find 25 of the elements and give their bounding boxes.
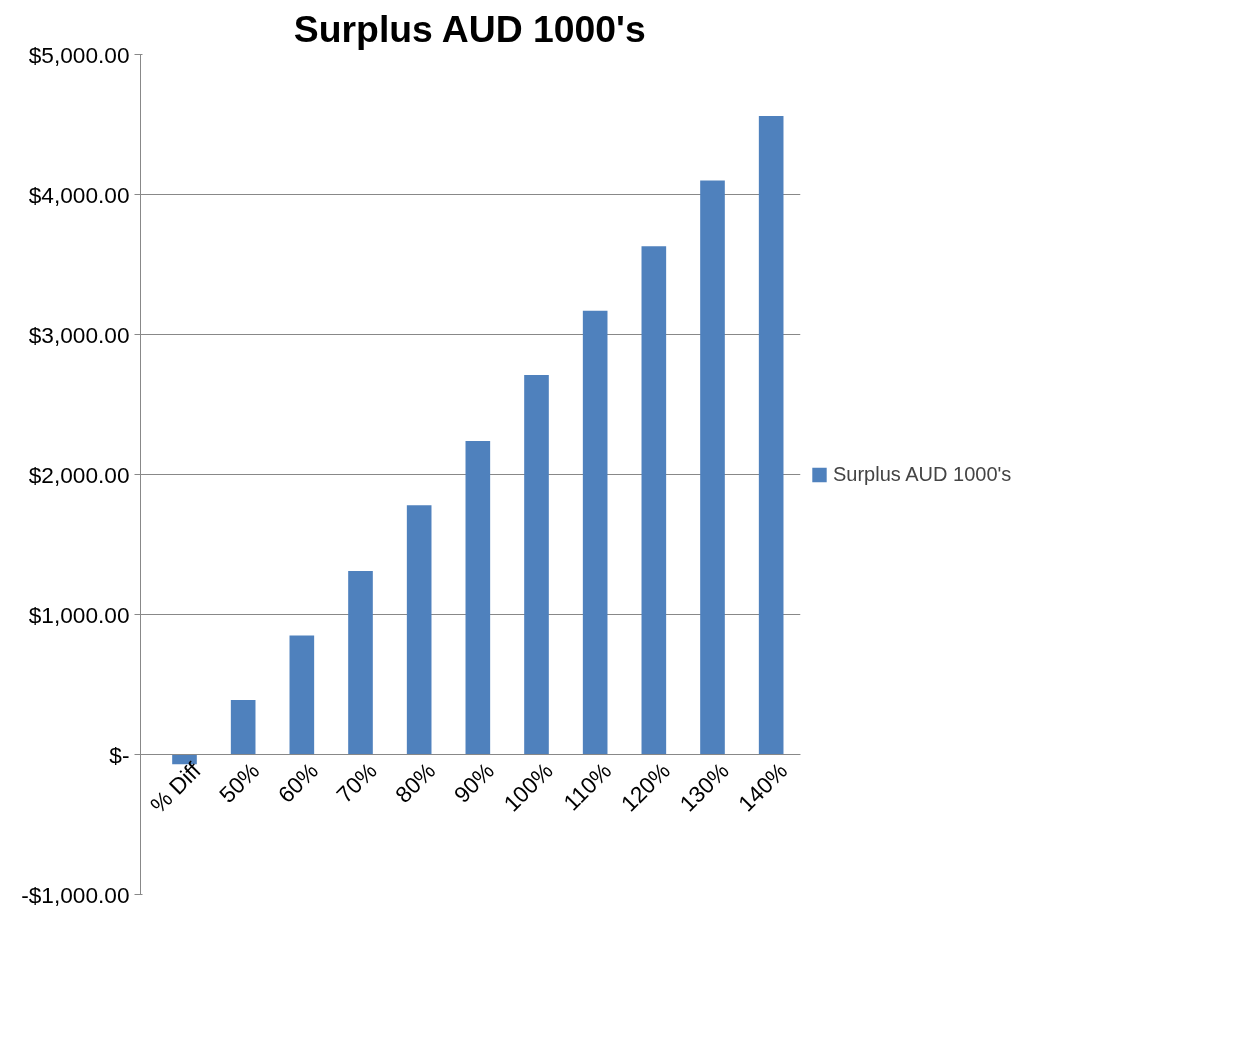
x-tick-label: 90% bbox=[448, 757, 500, 808]
legend-label: Surplus AUD 1000's bbox=[833, 462, 1012, 486]
y-tick-label: -$1,000.00 bbox=[21, 881, 130, 908]
x-tick-label: 80% bbox=[389, 757, 441, 808]
x-tick-label: % Diff bbox=[144, 756, 207, 819]
chart-title: Surplus AUD 1000's bbox=[293, 7, 646, 50]
y-tick-label: $2,000.00 bbox=[28, 461, 130, 488]
x-tick-label: 70% bbox=[331, 757, 382, 808]
bar bbox=[406, 505, 432, 755]
bar bbox=[641, 246, 667, 755]
y-tick-label: $5,000.00 bbox=[28, 41, 130, 68]
x-tick-label: 50% bbox=[213, 757, 265, 808]
y-tick-label: $1,000.00 bbox=[28, 601, 130, 628]
y-tick-label: $3,000.00 bbox=[28, 321, 130, 348]
bar bbox=[700, 180, 725, 755]
bar bbox=[348, 571, 373, 755]
bar bbox=[582, 310, 608, 755]
y-tick-label: $4,000.00 bbox=[28, 181, 130, 208]
y-tick-label: $- bbox=[109, 741, 130, 768]
bar bbox=[465, 440, 491, 755]
bar bbox=[524, 375, 549, 755]
x-tick-label: 60% bbox=[272, 757, 324, 808]
bar bbox=[289, 635, 315, 755]
bar bbox=[230, 699, 256, 755]
bar bbox=[758, 116, 784, 755]
